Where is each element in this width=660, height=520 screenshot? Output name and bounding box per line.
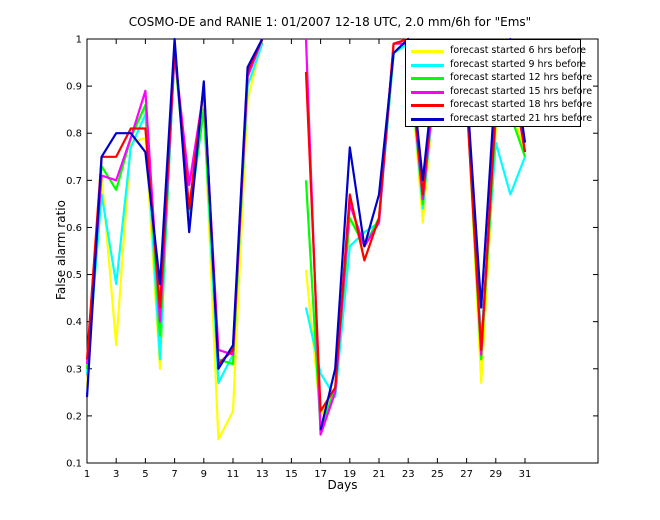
legend-label: forecast started 6 hrs before (450, 45, 586, 56)
x-tick-label: 17 (314, 469, 327, 480)
x-tick-label: 27 (460, 469, 473, 480)
x-tick-label: 7 (171, 469, 177, 480)
y-tick-label: 0.3 (66, 364, 82, 375)
x-tick-label: 31 (519, 469, 532, 480)
legend-item: forecast started 15 hrs before (406, 85, 592, 98)
legend-label: forecast started 9 hrs before (450, 58, 586, 70)
legend-swatch (411, 77, 444, 80)
legend-item: forecast started 21 hrs before (406, 112, 592, 125)
y-tick-label: 0.8 (66, 129, 82, 140)
x-tick-label: 13 (256, 469, 269, 480)
y-tick-label: 0.1 (66, 459, 82, 470)
y-tick-label: 0.5 (66, 270, 82, 281)
x-tick-label: 23 (402, 469, 415, 480)
legend-item: forecast started 18 hrs before (406, 98, 592, 111)
legend-swatch (411, 104, 444, 107)
legend-swatch (411, 117, 444, 121)
series-line-6 (85, 37, 264, 398)
legend: forecast started 6 hrs before forecast st… (405, 39, 592, 127)
series-line-6 (319, 37, 527, 431)
legend-swatch (411, 50, 444, 53)
y-tick-label: 0.2 (66, 411, 82, 422)
legend-swatch (411, 63, 444, 67)
legend-label: forecast started 18 hrs before (450, 99, 593, 110)
x-tick-label: 21 (373, 469, 386, 480)
y-tick-label: 0.6 (66, 223, 82, 234)
x-tick-label: 19 (343, 469, 356, 480)
x-tick-label: 1 (84, 469, 90, 480)
legend-item: forecast started 12 hrs before (406, 71, 592, 84)
legend-swatch (411, 90, 444, 94)
legend-label: forecast started 21 hrs before (450, 112, 593, 124)
y-tick-label: 0.4 (66, 317, 82, 328)
y-axis-label: False alarm ratio (54, 200, 68, 300)
x-axis-label: Days (327, 478, 358, 492)
chart-title: COSMO-DE and RANIE 1: 01/2007 12-18 UTC,… (128, 15, 532, 29)
x-tick-label: 11 (227, 469, 240, 480)
legend-item: forecast started 9 hrs before (406, 58, 586, 71)
legend-label: forecast started 15 hrs before (450, 85, 593, 97)
y-tick-label: 1 (76, 35, 82, 46)
legend-item: forecast started 6 hrs before (406, 44, 586, 57)
legend-label: forecast started 12 hrs before (450, 72, 593, 83)
y-tick-label: 0.7 (66, 176, 82, 187)
x-tick-label: 3 (113, 469, 119, 480)
x-tick-label: 5 (142, 469, 148, 480)
y-tick-label: 0.9 (66, 82, 82, 93)
x-tick-label: 29 (489, 469, 502, 480)
x-tick-label: 15 (285, 469, 298, 480)
x-tick-label: 25 (431, 469, 444, 480)
x-tick-label: 9 (201, 469, 207, 480)
